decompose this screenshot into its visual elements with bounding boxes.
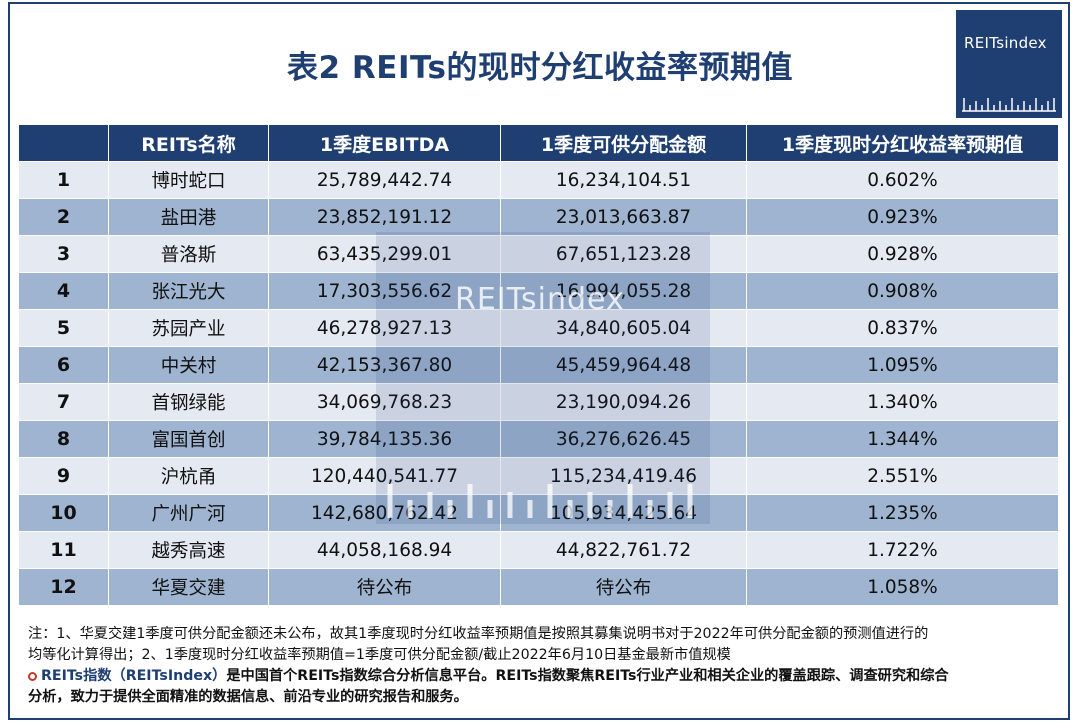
- yield-value: 1.722%: [746, 531, 1059, 569]
- footnotes: 注：1、华夏交建1季度可供分配金额还未公布，故其1季度现时分红收益率预期值是按照…: [28, 624, 1062, 708]
- header-yield: 1季度现时分红收益率预期值: [746, 124, 1059, 162]
- yield-value: 1.095%: [746, 346, 1059, 384]
- distributable-value: 待公布: [500, 568, 747, 606]
- note-line-2: 均等化计算得出；2、1季度现时分红收益率预期值=1季度可供分配金额/截止2022…: [28, 647, 731, 663]
- header-name: REITs名称: [108, 124, 269, 162]
- table-title: 表2 REITs的现时分红收益率预期值: [287, 50, 793, 86]
- row-index: 8: [18, 420, 109, 458]
- ebitda-value: 44,058,168.94: [268, 531, 501, 569]
- reit-name: 越秀高速: [108, 531, 269, 569]
- distributable-value: 23,190,094.26: [500, 383, 747, 421]
- table-row: 2 盐田港 23,852,191.12 23,013,663.87 0.923%: [18, 198, 1059, 236]
- ebitda-value: 120,440,541.77: [268, 457, 501, 495]
- row-index: 3: [18, 235, 109, 273]
- reit-name: 首钢绿能: [108, 383, 269, 421]
- ebitda-value: 17,303,556.62: [268, 272, 501, 310]
- distributable-value: 36,276,626.45: [500, 420, 747, 458]
- row-index: 10: [18, 494, 109, 532]
- header-distributable: 1季度可供分配金额: [500, 124, 747, 162]
- ebitda-value: 46,278,927.13: [268, 309, 501, 347]
- note-line-4: 分析，致力于提供全面精准的数据信息、前沿专业的研究报告和服务。: [28, 689, 468, 705]
- distributable-value: 16,994,055.28: [500, 272, 747, 310]
- reit-name: 华夏交建: [108, 568, 269, 606]
- table-row: 4 张江光大 17,303,556.62 16,994,055.28 0.908…: [18, 272, 1059, 310]
- reit-name: 盐田港: [108, 198, 269, 236]
- row-index: 5: [18, 309, 109, 347]
- yield-value: 1.340%: [746, 383, 1059, 421]
- distributable-value: 16,234,104.51: [500, 161, 747, 199]
- distributable-value: 44,822,761.72: [500, 531, 747, 569]
- distributable-value: 34,840,605.04: [500, 309, 747, 347]
- table-row: 8 富国首创 39,784,135.36 36,276,626.45 1.344…: [18, 420, 1059, 458]
- table-row: 11 越秀高速 44,058,168.94 44,822,761.72 1.72…: [18, 531, 1059, 569]
- table-row: 7 首钢绿能 34,069,768.23 23,190,094.26 1.340…: [18, 383, 1059, 421]
- note-line-1: 注：1、华夏交建1季度可供分配金额还未公布，故其1季度现时分红收益率预期值是按照…: [28, 626, 929, 642]
- row-index: 12: [18, 568, 109, 606]
- header-ebitda: 1季度EBITDA: [268, 124, 501, 162]
- table-row: 12 华夏交建 待公布 待公布 1.058%: [18, 568, 1059, 606]
- row-index: 7: [18, 383, 109, 421]
- row-index: 1: [18, 161, 109, 199]
- reit-name: 中关村: [108, 346, 269, 384]
- ebitda-value: 42,153,367.80: [268, 346, 501, 384]
- ebitda-value: 25,789,442.74: [268, 161, 501, 199]
- table-row: 9 沪杭甬 120,440,541.77 115,234,419.46 2.55…: [18, 457, 1059, 495]
- ebitda-value: 39,784,135.36: [268, 420, 501, 458]
- distributable-value: 105,934,425.64: [500, 494, 747, 532]
- yield-value: 1.058%: [746, 568, 1059, 606]
- bullet-icon: [28, 672, 37, 681]
- logo-text: REITsindex: [964, 34, 1047, 52]
- table-header-row: REITs名称 1季度EBITDA 1季度可供分配金额 1季度现时分红收益率预期…: [18, 124, 1059, 162]
- yield-value: 0.928%: [746, 235, 1059, 273]
- table-row: 3 普洛斯 63,435,299.01 67,651,123.28 0.928%: [18, 235, 1059, 273]
- reit-name: 普洛斯: [108, 235, 269, 273]
- reit-name: 沪杭甬: [108, 457, 269, 495]
- yield-value: 0.602%: [746, 161, 1059, 199]
- reit-name: 张江光大: [108, 272, 269, 310]
- ebitda-value: 63,435,299.01: [268, 235, 501, 273]
- ruler-icon: [962, 98, 1056, 112]
- brand-description: 是中国首个REITs指数综合分析信息平台。REITs指数聚焦REITs行业产业和…: [226, 668, 949, 684]
- distributable-value: 67,651,123.28: [500, 235, 747, 273]
- table-row: 6 中关村 42,153,367.80 45,459,964.48 1.095%: [18, 346, 1059, 384]
- yield-value: 1.235%: [746, 494, 1059, 532]
- reits-yield-table: REITs名称 1季度EBITDA 1季度可供分配金额 1季度现时分红收益率预期…: [18, 124, 1059, 606]
- yield-value: 0.908%: [746, 272, 1059, 310]
- yield-value: 0.923%: [746, 198, 1059, 236]
- row-index: 2: [18, 198, 109, 236]
- reit-name: 苏园产业: [108, 309, 269, 347]
- distributable-value: 23,013,663.87: [500, 198, 747, 236]
- row-index: 4: [18, 272, 109, 310]
- brand-name: REITs指数（REITsIndex）: [41, 668, 227, 684]
- yield-value: 2.551%: [746, 457, 1059, 495]
- note-line-3: REITs指数（REITsIndex）是中国首个REITs指数综合分析信息平台。…: [28, 666, 1062, 687]
- ebitda-value: 142,680,762.42: [268, 494, 501, 532]
- yield-value: 0.837%: [746, 309, 1059, 347]
- reit-name: 博时蛇口: [108, 161, 269, 199]
- distributable-value: 45,459,964.48: [500, 346, 747, 384]
- ebitda-value: 34,069,768.23: [268, 383, 501, 421]
- table-row: 1 博时蛇口 25,789,442.74 16,234,104.51 0.602…: [18, 161, 1059, 199]
- ebitda-value: 23,852,191.12: [268, 198, 501, 236]
- yield-value: 1.344%: [746, 420, 1059, 458]
- row-index: 6: [18, 346, 109, 384]
- reit-name: 富国首创: [108, 420, 269, 458]
- row-index: 9: [18, 457, 109, 495]
- reit-name: 广州广河: [108, 494, 269, 532]
- distributable-value: 115,234,419.46: [500, 457, 747, 495]
- reitsindex-logo: REITsindex: [956, 10, 1062, 118]
- header-index: [18, 124, 109, 162]
- ebitda-value: 待公布: [268, 568, 501, 606]
- table-row: 5 苏园产业 46,278,927.13 34,840,605.04 0.837…: [18, 309, 1059, 347]
- table-row: 10 广州广河 142,680,762.42 105,934,425.64 1.…: [18, 494, 1059, 532]
- row-index: 11: [18, 531, 109, 569]
